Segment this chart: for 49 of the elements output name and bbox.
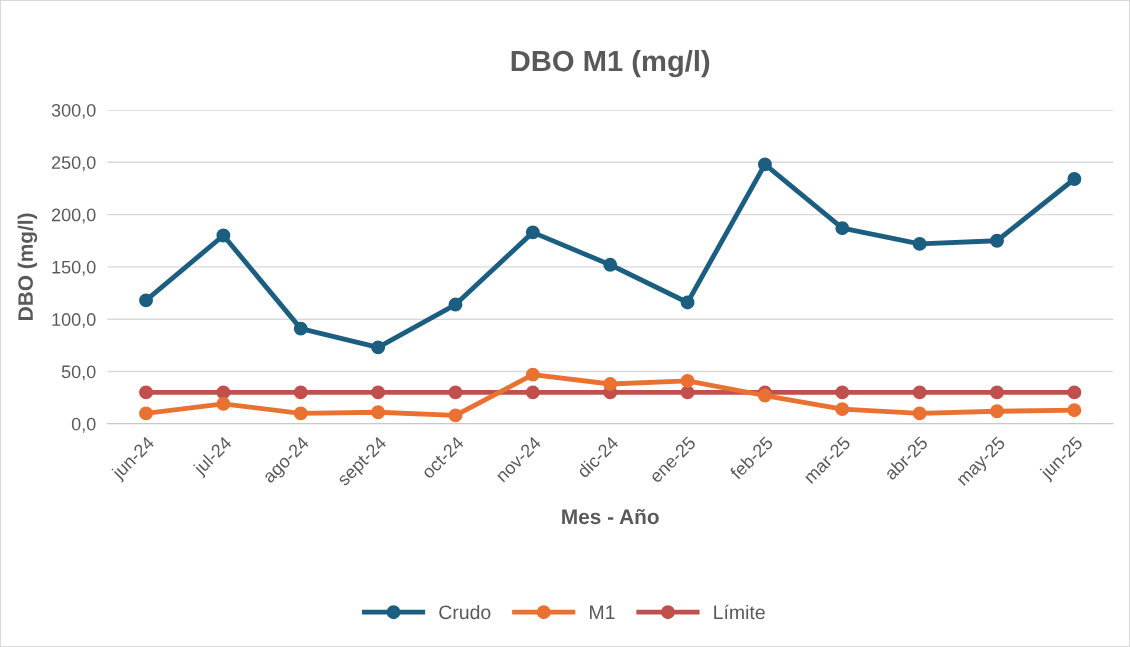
y-tick-label: 200,0 [51, 208, 96, 224]
point [448, 297, 463, 312]
point [757, 157, 772, 172]
point [525, 225, 540, 240]
y-tick-label: 0,0 [71, 417, 96, 433]
legend-label: Crudo [439, 604, 491, 620]
legend-label: M1 [590, 605, 615, 619]
point [293, 385, 308, 400]
point [912, 385, 927, 400]
point [990, 385, 1004, 400]
y-tick-label: 150,0 [52, 260, 96, 276]
point [680, 295, 695, 310]
point [912, 236, 927, 251]
point [990, 233, 1004, 248]
point [1067, 172, 1082, 186]
y-tick-label: 250,0 [51, 156, 96, 172]
chart-title: DBO M1 (mg/l) [511, 49, 710, 78]
y-tick-label: 100,0 [52, 313, 96, 329]
point [371, 340, 386, 355]
point [448, 408, 463, 423]
point [216, 228, 231, 243]
point [912, 406, 927, 421]
point [216, 396, 231, 411]
x-axis-title: Mes - Año [562, 508, 659, 525]
point [371, 385, 386, 400]
legend-label: Límite [714, 604, 765, 620]
point [835, 221, 850, 236]
point [680, 373, 695, 388]
point [525, 385, 540, 400]
point [835, 385, 850, 400]
point [371, 405, 386, 420]
point [139, 385, 153, 400]
point [525, 367, 540, 382]
point [680, 385, 695, 400]
point [293, 406, 308, 421]
y-axis-title: DBO (mg/l) [17, 213, 38, 320]
point [990, 404, 1004, 419]
point [216, 385, 231, 400]
point [603, 377, 618, 391]
point [448, 385, 463, 400]
point [1067, 385, 1082, 400]
point [603, 257, 618, 272]
point [139, 293, 153, 308]
point [139, 406, 153, 421]
point [835, 402, 850, 417]
y-tick-label: 50,0 [61, 365, 96, 381]
point [293, 321, 308, 336]
y-tick-label: 300,0 [51, 103, 96, 119]
point [1067, 403, 1082, 418]
